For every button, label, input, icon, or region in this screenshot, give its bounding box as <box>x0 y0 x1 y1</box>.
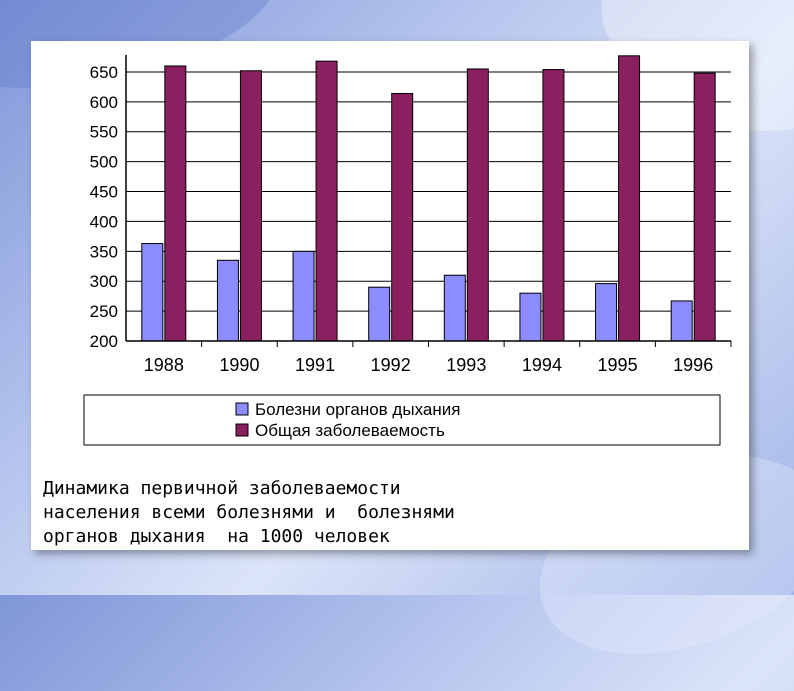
y-tick-label: 250 <box>90 302 118 321</box>
bar <box>595 283 618 342</box>
y-tick-label: 450 <box>90 183 118 202</box>
bar <box>292 250 315 342</box>
bar <box>618 55 641 342</box>
slide-panel: 650 600 550 500 450 400 350 300 250 200 1988 1990 1… <box>31 41 749 550</box>
bar <box>239 70 262 342</box>
caption-line-1: Динамика первичной заболеваемости <box>43 478 401 499</box>
x-tick-label: 1990 <box>219 355 259 375</box>
x-tick-label: 1991 <box>295 355 335 375</box>
legend-box <box>83 394 721 446</box>
legend: Болезни органов дыхания Общая заболеваемо… <box>83 394 721 446</box>
axes <box>125 55 731 342</box>
legend-swatch <box>235 423 249 437</box>
y-tick-label: 300 <box>90 272 118 291</box>
bar <box>216 259 239 342</box>
bar <box>164 65 187 342</box>
caption-line-2: населения всеми болезнями и болезнями <box>43 502 455 523</box>
y-tick-label: 350 <box>90 242 118 261</box>
bars <box>141 55 716 342</box>
y-tick-label: 650 <box>90 63 118 82</box>
x-axis-ticks: 1988 1990 1991 1992 1993 1994 1995 1996 <box>144 341 732 375</box>
bar <box>693 72 716 342</box>
y-tick-label: 500 <box>90 153 118 172</box>
y-tick-label: 200 <box>90 332 118 351</box>
y-tick-label: 400 <box>90 212 118 231</box>
chart-caption: Динамика первичной заболеваемости населе… <box>43 477 733 549</box>
y-tick-label: 550 <box>90 123 118 142</box>
x-tick-label: 1994 <box>522 355 562 375</box>
bar <box>542 69 565 342</box>
gridlines <box>126 71 731 342</box>
x-tick-label: 1988 <box>144 355 184 375</box>
x-tick-label: 1993 <box>446 355 486 375</box>
legend-label: Болезни органов дыхания <box>255 400 460 419</box>
y-tick-label: 600 <box>90 93 118 112</box>
bar <box>141 243 164 342</box>
bar <box>519 292 542 342</box>
bar <box>466 68 489 342</box>
legend-swatch <box>235 402 249 416</box>
y-axis-ticks: 650 600 550 500 450 400 350 300 250 200 <box>90 63 118 351</box>
legend-label: Общая заболеваемость <box>255 421 445 440</box>
x-tick-label: 1995 <box>598 355 638 375</box>
bar <box>443 274 466 342</box>
x-tick-label: 1996 <box>673 355 713 375</box>
bar <box>670 300 693 342</box>
bar <box>368 286 391 342</box>
bar <box>391 92 414 342</box>
x-tick-label: 1992 <box>371 355 411 375</box>
caption-line-3: органов дыхания на 1000 человек <box>43 526 390 547</box>
bar <box>315 60 338 342</box>
